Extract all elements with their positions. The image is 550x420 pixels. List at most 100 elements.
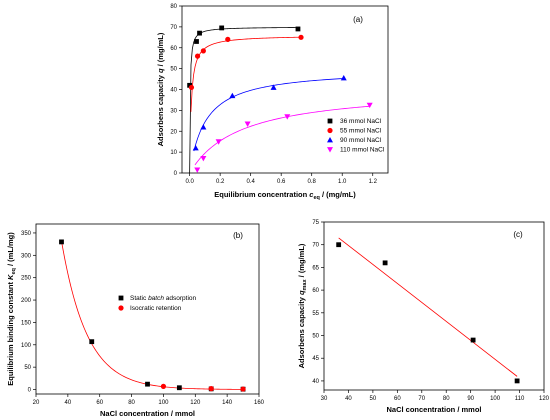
panel-b-x-tick-label: 160 [254, 400, 265, 406]
panel-b-point-s0 [59, 239, 64, 245]
panel-b-y-tick-label: 150 [21, 320, 32, 326]
panel-c-x-tick-label: 90 [467, 396, 474, 402]
panel-b-x-tick-label: 80 [128, 400, 135, 406]
panel-a-legend-entry: 90 mmol NaCl [340, 137, 382, 144]
panel-a-point-s3 [194, 167, 201, 173]
panel-a-label: (a) [353, 15, 363, 24]
panel-b-y-tick-label: 250 [21, 276, 32, 282]
panel-c-x-tick-label: 40 [345, 396, 352, 402]
panel-a-legend-entry: 110 mmol NaCl [340, 147, 385, 154]
panel-a-y-axis-label: Adsorbens capacity q / (mg/mL) [156, 32, 165, 146]
panel-a-point-s1 [200, 48, 206, 54]
panel-b-label: (b) [233, 231, 243, 240]
panel-b-binding-constant: 20 40 60 80 100 120 140 160 0 50 100 150 200 250 300 35… [6, 223, 265, 418]
panel-b-x-tick-label: 120 [190, 400, 201, 406]
panel-c-y-tick-label: 65 [312, 265, 319, 271]
panel-b-point-s0 [176, 385, 182, 391]
panel-b-y-tick-label: 0 [28, 388, 32, 394]
panel-b-x-tick-label: 40 [65, 400, 72, 406]
panel-c-y-tick-label: 55 [312, 311, 319, 317]
panel-a-x-tick-label: 0.0 [185, 179, 194, 185]
panel-b-y-tick-label: 200 [21, 298, 32, 304]
panel-a-x-tick-label: 0.6 [277, 179, 286, 185]
panel-c-x-tick-label: 80 [443, 396, 450, 402]
panel-b-y-axis-label: Equilibrium binding constant Keq / (mL/m… [6, 232, 17, 386]
panel-b-y-tick-label: 100 [21, 343, 32, 349]
panel-c-y-tick-label: 45 [312, 356, 319, 362]
panel-a-legend-entry: 55 mmol NaCl [340, 128, 382, 135]
panel-b-y-tick-label: 300 [21, 253, 32, 259]
panel-a-point-s2 [270, 84, 277, 90]
panel-b-y-tick-label: 350 [21, 231, 32, 237]
panel-c-fit-line [338, 237, 518, 377]
panel-b-point-s0 [89, 339, 95, 345]
panel-b-x-tick-label: 140 [222, 400, 233, 406]
panel-a-point-s1 [194, 53, 201, 59]
panel-a-fit-line-0 [189, 27, 298, 174]
panel-c-capacity: 30 40 50 60 70 80 90 100 110 120 40 45 50 55 60 65 70 75 (… [297, 220, 550, 414]
panel-c-x-tick-label: 60 [394, 396, 401, 402]
panel-a-point-s3 [215, 139, 222, 145]
panel-a-legend-marker [327, 127, 333, 134]
panel-b-x-tick-label: 20 [33, 400, 40, 406]
panel-a-y-tick-label: 40 [170, 88, 177, 94]
panel-c-plot-frame [323, 221, 545, 391]
panel-c-point [336, 242, 342, 248]
panel-b-x-tick-label: 100 [158, 400, 169, 406]
panel-c-label: (c) [513, 230, 523, 239]
panel-a-point-s2 [229, 92, 236, 99]
panel-c-y-tick-label: 40 [312, 379, 319, 385]
panel-b-legend-entry: Static batch adsorption [130, 295, 197, 302]
panel-b-point-s1 [208, 386, 214, 392]
panel-a-x-tick-label: 1.2 [369, 179, 378, 185]
panel-a-y-tick-label: 10 [170, 150, 177, 156]
panel-c-point [382, 260, 388, 266]
panel-c-y-tick-label: 75 [312, 220, 319, 226]
panel-a-point-s3 [284, 114, 291, 120]
panel-a-x-tick-label: 1.0 [338, 179, 347, 185]
panel-a-x-tick-label: 0.4 [246, 179, 255, 185]
panel-a-point-s0 [197, 30, 202, 36]
panel-a-y-tick-label: 70 [170, 25, 177, 31]
panel-a-point-s1 [188, 84, 195, 91]
panel-c-y-tick-label: 60 [312, 288, 319, 294]
panel-b-fit-line [61, 240, 244, 390]
panel-a-x-tick-label: 0.2 [216, 179, 225, 185]
panel-a-point-s1 [225, 36, 231, 43]
panel-a-y-tick-label: 50 [170, 67, 177, 73]
panel-a-fit-line-1 [190, 36, 302, 112]
panel-a-legend-marker [327, 118, 333, 124]
panel-a-y-tick-label: 20 [170, 129, 177, 135]
panel-a-point-s3 [244, 121, 251, 127]
panel-b-y-tick-label: 50 [24, 365, 31, 371]
panel-a-point-s0 [295, 26, 301, 32]
panel-a-fit-line-3 [194, 105, 370, 166]
panel-a-point-s0 [194, 39, 199, 44]
panel-c-point [514, 378, 520, 384]
panel-b-x-tick-label: 60 [96, 400, 103, 406]
panel-a-legend-marker [327, 137, 333, 143]
panel-a-y-tick-label: 0 [174, 171, 178, 177]
panel-a-legend-entry: 36 mmol NaCl [340, 118, 382, 125]
panel-a-point-s1 [298, 34, 304, 40]
panel-c-x-tick-label: 110 [515, 396, 525, 402]
panel-a-point-s2 [340, 75, 347, 81]
panel-a-point-s0 [187, 82, 193, 88]
panel-a-point-s3 [366, 102, 373, 109]
panel-b-legend-marker [118, 305, 124, 311]
panel-a-point-s0 [219, 25, 225, 31]
panel-a-point-s3 [200, 155, 207, 162]
panel-b-legend-marker [118, 295, 124, 301]
panel-a-x-tick-label: 0.8 [308, 179, 317, 185]
panel-c-point [470, 337, 476, 343]
panel-c-x-tick-label: 120 [539, 396, 550, 402]
panel-c-x-tick-label: 50 [370, 396, 377, 402]
panel-a-fit-line-2 [193, 78, 344, 152]
panel-a-point-s2 [200, 124, 207, 130]
panel-a-y-tick-label: 30 [170, 108, 177, 114]
panel-b-x-axis-label: NaCl concentration / mmol [100, 409, 195, 418]
panel-b-legend-entry: Isocratic retention [130, 305, 182, 312]
panel-b-plot-frame [35, 223, 260, 395]
panel-a-y-tick-label: 60 [170, 46, 177, 52]
